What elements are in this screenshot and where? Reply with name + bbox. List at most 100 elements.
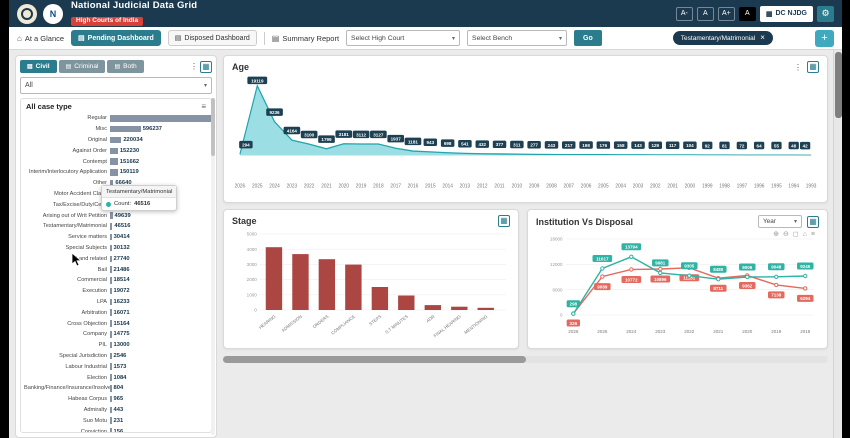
svg-text:117: 117 xyxy=(669,143,677,149)
svg-text:2009: 2009 xyxy=(529,183,540,189)
svg-text:2025: 2025 xyxy=(597,329,607,334)
case-type-row[interactable]: Habeas Corpus 965 xyxy=(68,395,124,403)
case-type-row[interactable]: Special Jurisdiction 2546 xyxy=(59,352,127,360)
high-court-select[interactable]: Select High Court ▾ xyxy=(346,30,461,46)
vertical-scrollbar[interactable] xyxy=(833,50,842,438)
case-type-row[interactable]: Bail 21486 xyxy=(97,266,130,273)
add-widget-button[interactable]: + xyxy=(815,29,834,47)
go-button[interactable]: Go xyxy=(574,30,602,46)
reset-zoom-icon[interactable]: ⌂ xyxy=(802,231,807,238)
case-type-row[interactable]: Arising out of Writ Petition 49639 xyxy=(42,212,131,219)
case-type-row[interactable]: Labour Industrial 1573 xyxy=(65,363,127,370)
more-options-icon[interactable]: ⋮ xyxy=(794,62,802,72)
case-type-row[interactable]: Company 14775 xyxy=(83,331,130,338)
chart-menu-icon[interactable]: ≡ xyxy=(810,231,815,238)
svg-text:2015: 2015 xyxy=(425,183,436,189)
pending-dashboard-label: Pending Dashboard xyxy=(87,34,154,42)
case-type-row[interactable]: Misc 596237 xyxy=(95,125,163,133)
case-nature-tabs: ▤ Civil ▤ Criminal ▤ Both ⋮ ▦ xyxy=(20,60,212,73)
app-title: National Judicial Data Grid xyxy=(71,0,198,11)
svg-text:2014: 2014 xyxy=(442,183,453,189)
case-type-row[interactable]: Commercial 18514 xyxy=(77,277,130,284)
tab-both[interactable]: ▤ Both xyxy=(107,60,144,73)
case-type-row[interactable]: PIL 13000 xyxy=(98,341,130,349)
font-decrease-button[interactable]: A- xyxy=(675,6,693,21)
case-type-row[interactable]: Other 66640 xyxy=(93,179,132,187)
zoom-out-icon[interactable]: ⊖ xyxy=(782,231,789,238)
svg-text:2007: 2007 xyxy=(563,183,574,189)
case-type-row[interactable]: Conviction 156 xyxy=(80,428,124,433)
case-type-row[interactable]: Original 220034 xyxy=(87,136,143,144)
case-type-row[interactable]: Land related 27740 xyxy=(75,255,130,262)
svg-text:1995: 1995 xyxy=(771,183,782,189)
svg-text:18000: 18000 xyxy=(550,237,563,242)
table-view-icon[interactable]: ▦ xyxy=(498,215,510,227)
bench-select[interactable]: Select Bench ▾ xyxy=(467,30,568,46)
disposed-dashboard-button[interactable]: ▤ Disposed Dashboard xyxy=(167,30,257,46)
case-type-row[interactable]: Admiralty 443 xyxy=(83,406,124,414)
svg-text:1999: 1999 xyxy=(702,183,713,189)
case-type-row[interactable]: Contempt 151662 xyxy=(82,158,140,165)
table-view-icon[interactable]: ▦ xyxy=(807,215,819,228)
dc-njdg-button[interactable]: ▦ DC NJDG xyxy=(759,5,813,22)
institution-vs-disposal-chart[interactable]: 0 6000 12000 18000 2026 2025 2024 2023 2022 2021 2… xyxy=(536,229,819,341)
at-a-glance-link[interactable]: ⌂ At a Glance xyxy=(17,34,64,43)
svg-text:81: 81 xyxy=(722,143,727,149)
case-type-row[interactable]: Banking/Finance/Insurance/Insolvency804 xyxy=(24,385,124,392)
pending-dashboard-icon: ▤ xyxy=(78,35,85,42)
menu-icon[interactable]: ≡ xyxy=(201,102,206,111)
horizontal-scrollbar-thumb[interactable] xyxy=(223,356,526,363)
case-type-row[interactable]: Cross Objection 15164 xyxy=(67,320,130,327)
table-view-icon[interactable]: ▦ xyxy=(807,61,819,73)
svg-text:1181: 1181 xyxy=(408,139,418,145)
font-normal-button[interactable]: A xyxy=(696,6,714,21)
case-type-row[interactable]: Regular2019971 xyxy=(21,113,211,124)
chevron-down-icon: ▾ xyxy=(559,35,563,42)
age-chart[interactable]: 294 2026 19119 2025 9236 2024 4164 2023 3100 2022… xyxy=(232,74,819,196)
contrast-button[interactable]: A xyxy=(738,6,756,21)
case-type-filter-value: All xyxy=(25,82,33,89)
sidebar-scrollbar[interactable] xyxy=(211,98,215,435)
horizontal-scrollbar[interactable] xyxy=(223,356,828,363)
case-type-row[interactable]: Execution 19072 xyxy=(82,287,130,295)
svg-text:92: 92 xyxy=(705,143,710,149)
svg-text:2018: 2018 xyxy=(800,329,810,334)
filter-tag[interactable]: Testamentary/Matrimonial × xyxy=(672,31,773,45)
zoom-in-icon[interactable]: ⊕ xyxy=(773,231,779,238)
case-type-row[interactable]: Arbitration 16071 xyxy=(81,309,130,316)
case-type-row[interactable]: Suo Motu 231 xyxy=(83,417,124,424)
svg-text:8711: 8711 xyxy=(713,286,723,291)
svg-text:9089: 9089 xyxy=(597,284,607,289)
case-type-row[interactable]: Service matters 30414 xyxy=(68,233,130,241)
more-options-icon[interactable]: ⋮ xyxy=(190,62,198,71)
age-panel-header: Age ⋮ ▦ xyxy=(232,61,819,73)
period-select[interactable]: Year ▾ xyxy=(758,215,802,228)
table-view-icon[interactable]: ▦ xyxy=(200,60,212,73)
settings-button[interactable]: ⚙ xyxy=(817,5,834,22)
svg-text:2021: 2021 xyxy=(321,183,332,189)
vertical-scrollbar-thumb[interactable] xyxy=(835,52,842,118)
bench-select-value: Select Bench xyxy=(472,34,513,42)
selection-zoom-icon[interactable]: ◻ xyxy=(792,231,799,238)
svg-text:294: 294 xyxy=(242,142,250,148)
case-type-row[interactable]: Against Order 152230 xyxy=(72,147,140,155)
stage-chart[interactable]: 0 1000 2000 3000 4000 5000 HEARING ADMISSION ORD… xyxy=(232,228,510,346)
svg-text:6000: 6000 xyxy=(552,287,562,292)
svg-text:2016: 2016 xyxy=(408,183,419,189)
summary-report-link[interactable]: ▤ Summary Report xyxy=(272,34,339,43)
font-increase-button[interactable]: A+ xyxy=(717,6,735,21)
pending-dashboard-button[interactable]: ▤ Pending Dashboard xyxy=(71,30,161,46)
tooltip-body: Count: 46516 xyxy=(102,198,176,210)
svg-text:9362: 9362 xyxy=(742,283,752,288)
case-type-row[interactable]: Election 1084 xyxy=(87,374,127,381)
case-type-row[interactable]: LPA 16233 xyxy=(96,298,130,306)
case-type-row[interactable]: Interim/Interlocutory Application 150119 xyxy=(28,169,139,176)
case-type-row[interactable]: Testamentary/Matrimonial 46516 xyxy=(42,223,131,230)
svg-text:1799: 1799 xyxy=(321,137,331,143)
tab-civil[interactable]: ▤ Civil xyxy=(20,60,57,73)
svg-text:1994: 1994 xyxy=(788,183,799,189)
case-type-row[interactable]: Special Subjects 30132 xyxy=(65,244,130,252)
case-type-filter-select[interactable]: All ▾ xyxy=(20,77,212,94)
tab-criminal[interactable]: ▤ Criminal xyxy=(58,60,106,73)
